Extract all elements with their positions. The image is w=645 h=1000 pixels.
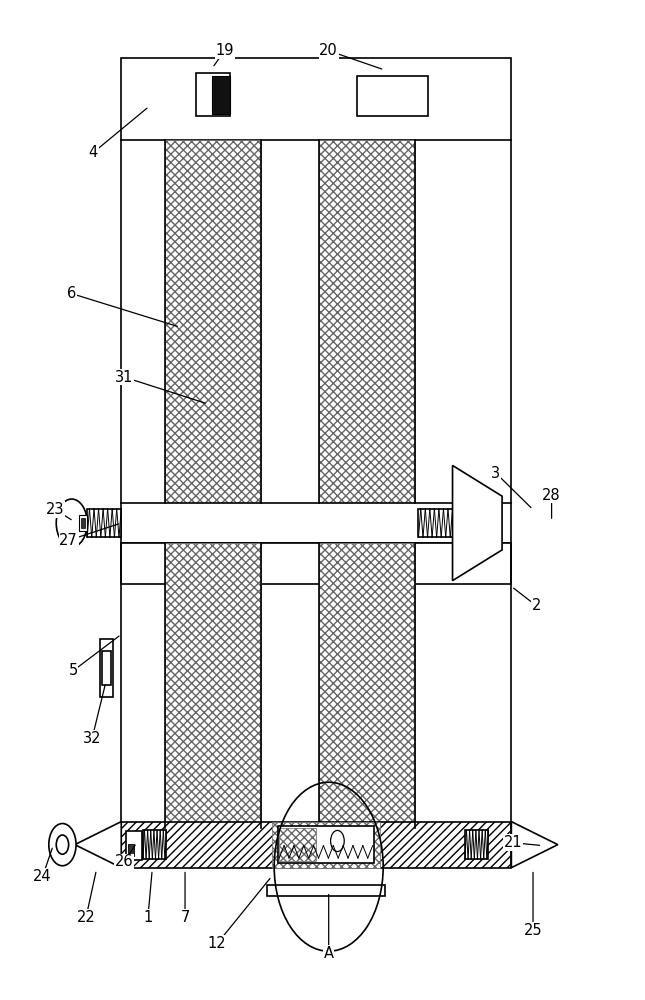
Bar <box>368 553 369 573</box>
Text: 5: 5 <box>68 663 77 678</box>
Bar <box>81 518 84 528</box>
Polygon shape <box>511 822 558 868</box>
Bar <box>233 553 256 573</box>
Text: 19: 19 <box>215 43 234 58</box>
Text: 28: 28 <box>542 488 561 503</box>
Bar <box>278 826 374 863</box>
Text: 22: 22 <box>77 910 95 925</box>
Text: A: A <box>324 946 333 961</box>
Text: 1: 1 <box>143 910 152 925</box>
Bar <box>344 553 368 573</box>
Bar <box>272 822 380 868</box>
Circle shape <box>56 835 68 854</box>
Bar <box>208 553 232 573</box>
Bar <box>79 515 86 531</box>
Text: 23: 23 <box>46 502 64 517</box>
Bar <box>102 651 111 685</box>
Text: 32: 32 <box>83 731 101 746</box>
Text: 21: 21 <box>504 835 522 850</box>
Text: 26: 26 <box>115 854 134 869</box>
Bar <box>267 885 385 896</box>
Text: 12: 12 <box>208 936 226 951</box>
Bar <box>87 509 121 537</box>
Text: 2: 2 <box>531 598 541 613</box>
Text: 6: 6 <box>67 286 76 301</box>
Polygon shape <box>75 822 121 868</box>
Bar <box>465 830 488 859</box>
Bar <box>143 830 166 859</box>
Bar <box>126 831 142 860</box>
Text: 27: 27 <box>59 533 78 548</box>
Circle shape <box>331 830 344 852</box>
Bar <box>164 140 261 503</box>
Text: 20: 20 <box>319 43 338 58</box>
Circle shape <box>49 824 76 866</box>
Text: 3: 3 <box>491 466 501 481</box>
Circle shape <box>56 499 87 547</box>
Text: 7: 7 <box>181 910 190 925</box>
Bar <box>419 509 453 537</box>
Text: 25: 25 <box>524 923 542 938</box>
Bar <box>121 543 511 584</box>
Bar <box>232 553 233 573</box>
Bar <box>164 543 261 828</box>
Bar <box>121 822 511 868</box>
Text: 31: 31 <box>115 370 134 385</box>
Text: 4: 4 <box>89 145 98 160</box>
Bar <box>357 76 428 116</box>
Bar <box>212 76 230 114</box>
Bar <box>319 140 415 503</box>
Bar <box>279 828 315 861</box>
Bar <box>121 58 511 140</box>
Bar <box>369 553 392 573</box>
Bar <box>128 844 134 856</box>
Bar <box>195 73 230 116</box>
Bar <box>99 639 114 697</box>
Text: 24: 24 <box>34 869 52 884</box>
Bar <box>121 503 511 543</box>
Polygon shape <box>453 465 502 581</box>
Bar <box>319 543 415 828</box>
